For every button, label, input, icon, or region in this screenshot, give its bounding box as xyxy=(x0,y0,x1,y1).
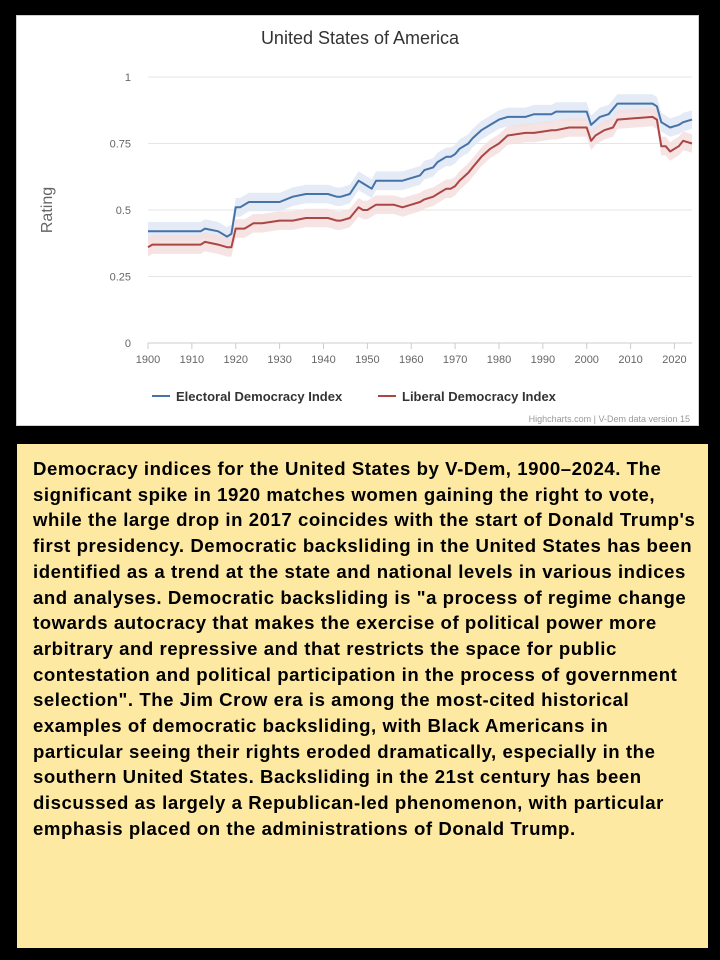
x-tick-label: 1940 xyxy=(311,354,335,366)
series-band-0 xyxy=(148,94,692,246)
y-axis-label: Rating xyxy=(39,187,56,233)
y-tick-label: 0 xyxy=(125,338,131,350)
y-tick-label: 0.5 xyxy=(116,205,131,217)
chart-panel: United States of America 0 0.25 0.5 0.75 1 1… xyxy=(16,15,699,426)
x-tick-label: 1900 xyxy=(136,354,160,366)
series-line-0 xyxy=(148,102,693,238)
x-tick-label: 2020 xyxy=(662,354,686,366)
x-tick-label: 1980 xyxy=(487,354,511,366)
x-tick-label: 1910 xyxy=(180,354,204,366)
uncertainty-bands xyxy=(148,94,692,257)
legend: Electoral Democracy Index Liberal Democra… xyxy=(152,389,557,404)
x-tick-label: 1990 xyxy=(531,354,555,366)
x-tick-label: 1970 xyxy=(443,354,467,366)
caption-text: Democracy indices for the United States … xyxy=(33,458,696,839)
y-axis-ticks: 0 0.25 0.5 0.75 1 xyxy=(110,72,131,350)
chart-title: United States of America xyxy=(261,28,460,48)
series-lines xyxy=(147,102,693,249)
chart-credits: Highcharts.com | V-Dem data version 15 xyxy=(529,414,690,424)
x-tick-label: 2000 xyxy=(574,354,598,366)
x-tick-label: 1960 xyxy=(399,354,423,366)
caption-box: Democracy indices for the United States … xyxy=(17,444,708,948)
series-band-1 xyxy=(148,107,692,257)
x-tick-label: 1930 xyxy=(267,354,291,366)
y-tick-label: 0.75 xyxy=(110,139,131,151)
x-tick-label: 1920 xyxy=(223,354,247,366)
x-tick-label: 1950 xyxy=(355,354,379,366)
x-axis-ticks: 1900 1910 1920 1930 1940 1950 1960 1970 1980 1990… xyxy=(136,343,687,366)
legend-item-label: Liberal Democracy Index xyxy=(402,389,557,404)
y-tick-label: 0.25 xyxy=(110,272,131,284)
y-tick-label: 1 xyxy=(125,72,131,84)
legend-item-label: Electoral Democracy Index xyxy=(176,389,343,404)
series-line-1 xyxy=(147,115,693,249)
x-tick-label: 2010 xyxy=(618,354,642,366)
democracy-line-chart: United States of America 0 0.25 0.5 0.75 1 1… xyxy=(39,28,693,424)
